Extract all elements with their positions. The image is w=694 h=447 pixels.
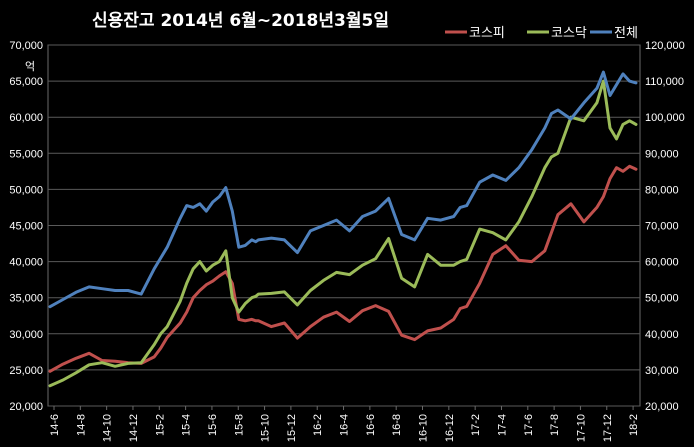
x-tick-label: 17-6 bbox=[523, 414, 535, 436]
x-tick-label: 15-10 bbox=[260, 414, 272, 442]
x-tick-label: 17-12 bbox=[602, 414, 614, 442]
series-lines bbox=[48, 70, 638, 388]
x-axis-ticks: 14-6 14-8 14-10 14-12 15-2 15-4 15-6 15-8 15-10 1… bbox=[49, 406, 640, 442]
right-tick-label: 50,000 bbox=[645, 293, 679, 305]
legend-label: 코스닥 bbox=[551, 26, 587, 41]
x-tick-label: 15-6 bbox=[207, 414, 219, 436]
x-tick-label: 16-4 bbox=[339, 414, 351, 436]
right-tick-label: 110,000 bbox=[645, 76, 684, 88]
legend: 코스피 코스닥 전체 bbox=[445, 26, 638, 41]
x-tick-label: 15-2 bbox=[154, 414, 166, 436]
x-tick-label: 16-6 bbox=[365, 414, 377, 436]
right-tick-label: 90,000 bbox=[645, 148, 679, 160]
x-tick-label: 14-10 bbox=[102, 414, 114, 442]
x-tick-label: 17-4 bbox=[496, 414, 508, 436]
x-tick-label: 14-8 bbox=[75, 414, 87, 436]
right-tick-label: 20,000 bbox=[645, 401, 679, 413]
x-tick-label: 15-8 bbox=[233, 414, 245, 436]
series-line-전체 bbox=[48, 70, 638, 309]
right-tick-label: 120,000 bbox=[645, 40, 685, 52]
left-tick-label: 70,000 bbox=[9, 40, 43, 52]
left-tick-label: 20,000 bbox=[9, 401, 43, 413]
chart-title: 신용잔고 2014년 6월~2018년3월5일 bbox=[92, 11, 389, 31]
x-tick-label: 16-10 bbox=[418, 414, 430, 442]
right-tick-label: 100,000 bbox=[645, 112, 685, 124]
left-tick-label: 55,000 bbox=[9, 148, 43, 160]
right-tick-label: 40,000 bbox=[645, 329, 679, 341]
left-tick-label: 40,000 bbox=[9, 257, 43, 269]
x-tick-label: 17-2 bbox=[470, 414, 482, 436]
series-line-코스피 bbox=[48, 164, 638, 373]
y-unit-label: 억 bbox=[25, 60, 35, 73]
x-tick-label: 16-8 bbox=[391, 414, 403, 436]
x-tick-label: 15-12 bbox=[286, 414, 298, 442]
left-axis-ticks: 20,000 25,000 30,000 35,000 40,000 45,000 50,0… bbox=[9, 40, 43, 413]
x-tick-label: 15-4 bbox=[181, 414, 193, 436]
right-axis-ticks: 20,000 30,000 40,000 50,000 60,000 70,000 80,0… bbox=[645, 40, 685, 413]
left-tick-label: 45,000 bbox=[9, 221, 43, 233]
right-tick-label: 70,000 bbox=[645, 221, 679, 233]
left-tick-label: 25,000 bbox=[9, 365, 43, 377]
x-tick-label: 18-2 bbox=[628, 414, 640, 436]
x-tick-label: 16-2 bbox=[312, 414, 324, 436]
x-tick-label: 14-12 bbox=[128, 414, 140, 442]
right-tick-label: 30,000 bbox=[645, 365, 679, 377]
x-tick-label: 17-8 bbox=[549, 414, 561, 436]
x-tick-label: 14-6 bbox=[49, 414, 61, 436]
x-tick-label: 17-10 bbox=[575, 414, 587, 442]
left-tick-label: 30,000 bbox=[9, 329, 43, 341]
legend-label: 코스피 bbox=[469, 26, 505, 41]
left-tick-label: 60,000 bbox=[9, 112, 43, 124]
left-tick-label: 50,000 bbox=[9, 184, 43, 196]
legend-label: 전체 bbox=[614, 26, 638, 41]
right-tick-label: 60,000 bbox=[645, 257, 679, 269]
left-tick-label: 35,000 bbox=[9, 293, 43, 305]
right-tick-label: 80,000 bbox=[645, 184, 679, 196]
series-line-코스닥 bbox=[48, 79, 638, 388]
left-tick-label: 65,000 bbox=[9, 76, 43, 88]
x-tick-label: 16-12 bbox=[444, 414, 456, 442]
